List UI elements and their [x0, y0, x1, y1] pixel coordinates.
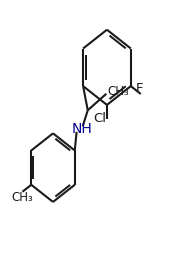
- Text: CH₃: CH₃: [11, 191, 33, 204]
- Text: Cl: Cl: [93, 112, 106, 125]
- Text: F: F: [136, 82, 144, 95]
- Text: NH: NH: [71, 122, 92, 136]
- Text: CH₃: CH₃: [107, 85, 129, 98]
